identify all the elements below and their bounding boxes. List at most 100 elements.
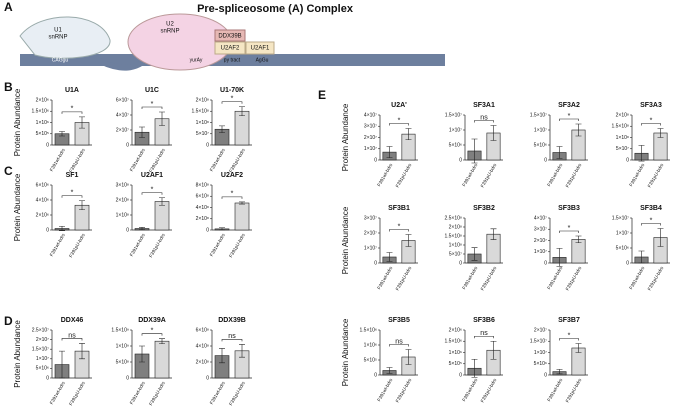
y-tick-label: 1.5×10⁷ <box>445 112 462 118</box>
y-tick-label: 1×10⁷ <box>534 127 547 133</box>
error-bar <box>386 367 393 374</box>
y-tick-label: 2×10⁶ <box>36 212 49 218</box>
y-tick-label: 5×10⁷ <box>449 251 462 257</box>
x-tick-label: F391pU-bdrs <box>647 162 665 188</box>
x-tick-label: F391wt-bdrs <box>209 232 226 257</box>
y-tick-label: 6×10⁷ <box>116 97 129 103</box>
y-tick-label: 1×10⁶ <box>449 350 462 356</box>
y-tick-label: 1×10⁷ <box>616 230 629 236</box>
significance-label: * <box>398 117 401 124</box>
y-tick-label: 1.5×10⁹ <box>111 327 129 333</box>
y-axis-label: Protein Abundance <box>13 320 22 388</box>
significance-bracket <box>221 339 243 342</box>
significance-bracket <box>474 120 494 123</box>
error-bar <box>471 247 478 261</box>
significance-label: * <box>151 327 154 334</box>
significance-bracket <box>221 196 243 199</box>
x-tick-label: F391wt-bdrs <box>628 162 645 187</box>
x-tick-label: F391pU-bdrs <box>228 380 246 406</box>
error-bar <box>556 369 563 375</box>
y-tick-label: 1.5×10⁶ <box>32 109 50 115</box>
x-tick-label: F391pU-bdrs <box>68 232 86 258</box>
x-tick-label: F391pU-bdrs <box>228 232 246 258</box>
y-tick-label: 1.5×10⁷ <box>612 215 629 221</box>
y-tick-label: 2×10⁷ <box>534 238 547 244</box>
error-bar <box>59 350 65 379</box>
y-tick-label: 2×10⁸ <box>196 97 209 103</box>
x-tick-label: F391wt-bdrs <box>49 232 66 257</box>
x-tick-label: F391wt-bdrs <box>628 265 645 290</box>
y-tick-label: 2.5×10⁷ <box>32 327 49 333</box>
y-tick-label: 0 <box>206 227 209 233</box>
y-tick-label: 5×10⁶ <box>534 361 547 367</box>
site3-label: AgGu <box>256 57 269 63</box>
y-tick-label: 3×10⁷ <box>364 124 377 130</box>
u2-label: U2 <box>166 22 174 28</box>
error-bar <box>405 128 412 141</box>
y-tick-label: 5×10⁵ <box>36 131 49 137</box>
y-tick-label: 2×10⁸ <box>616 112 629 118</box>
y-tick-label: 4×10⁷ <box>364 112 377 118</box>
y-tick-label: 5×10⁶ <box>616 245 629 251</box>
y-tick-label: 0 <box>374 157 377 163</box>
y-tick-label: 1.5×10⁷ <box>32 347 49 353</box>
chart-title: DDX46 <box>61 317 84 324</box>
y-tick-label: 0 <box>126 142 129 148</box>
panel-label: D <box>4 314 13 328</box>
chart-title: SF3B4 <box>640 205 662 212</box>
branch-label: yurAy <box>190 57 203 63</box>
panel-label: A <box>4 0 13 14</box>
y-tick-label: 5×10⁶ <box>534 142 547 148</box>
error-bar <box>239 344 245 358</box>
significance-label: ns <box>480 330 488 337</box>
y-tick-label: 1×10⁷ <box>534 350 547 356</box>
y-tick-label: 1×10⁷ <box>36 356 49 362</box>
x-tick-label: F391wt-bdrs <box>49 147 66 172</box>
error-bar <box>139 345 145 363</box>
error-bar <box>159 338 165 345</box>
y-tick-label: 0 <box>206 375 209 381</box>
significance-bracket <box>389 123 409 126</box>
y-tick-label: 0 <box>46 227 49 233</box>
significance-bracket <box>559 230 579 233</box>
y-tick-label: 4×10⁷ <box>534 215 547 221</box>
x-tick-label: F391pU-bdrs <box>395 162 413 188</box>
chart-title: SF3B5 <box>388 317 410 324</box>
y-axis-label: Protein Abundance <box>341 103 350 171</box>
y-tick-label: 2×10⁷ <box>364 135 377 141</box>
panel-label: B <box>4 80 13 94</box>
y-tick-label: 4×10⁷ <box>116 112 129 118</box>
error-bar <box>159 197 165 206</box>
error-bar <box>556 146 563 159</box>
y-tick-label: 4×10⁸ <box>196 343 209 349</box>
x-tick-label: F391pU-bdrs <box>68 380 86 406</box>
x-tick-label: F391wt-bdrs <box>546 377 563 402</box>
error-bar <box>657 128 664 138</box>
error-bar <box>638 250 645 264</box>
error-bar <box>471 138 478 164</box>
y-tick-label: 0 <box>626 157 629 163</box>
y-tick-label: 1.5×10⁶ <box>360 327 378 333</box>
error-bar <box>219 227 225 231</box>
x-tick-label: F391wt-bdrs <box>209 147 226 172</box>
error-bar <box>575 235 582 244</box>
y-tick-label: 1×10⁸ <box>616 135 629 141</box>
y-tick-label: 2×10⁸ <box>196 359 209 365</box>
chart-title: DDX39B <box>218 317 246 324</box>
significance-bracket <box>141 333 163 336</box>
significance-bracket <box>61 195 83 198</box>
bar <box>154 201 170 231</box>
y-tick-label: 3×10⁷ <box>364 215 377 221</box>
y-tick-label: 0 <box>374 372 377 378</box>
y-tick-label: 5×10⁶ <box>36 366 49 372</box>
y-tick-label: 2×10⁶ <box>449 327 462 333</box>
chart-title: U2AF2 <box>221 172 243 179</box>
y-tick-label: 1×10⁹ <box>116 343 129 349</box>
x-tick-label: F391wt-bdrs <box>461 162 478 187</box>
y-tick-label: 0 <box>46 375 49 381</box>
significance-bracket <box>389 344 409 347</box>
error-bar <box>490 125 497 141</box>
significance-label: * <box>151 187 154 194</box>
x-tick-label: F391wt-bdrs <box>376 162 393 187</box>
